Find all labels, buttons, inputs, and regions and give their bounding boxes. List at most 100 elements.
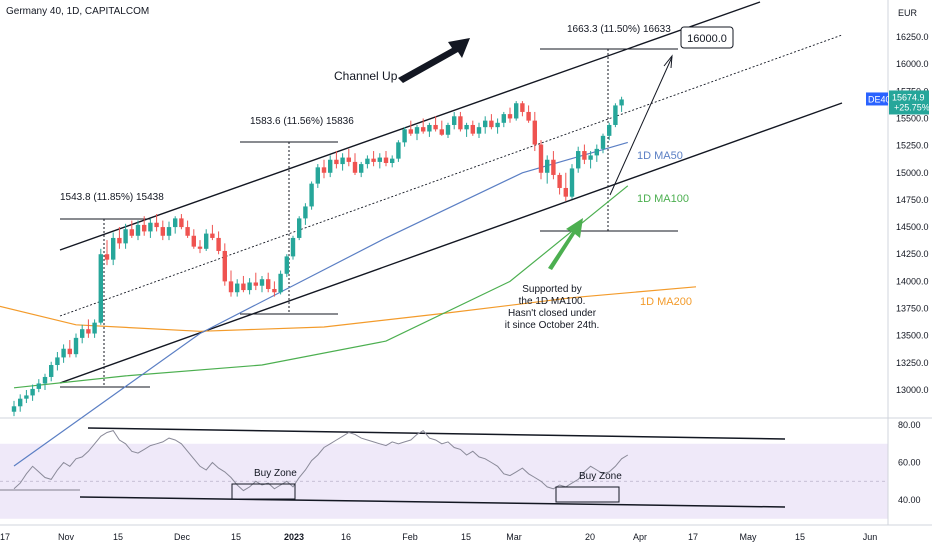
channel-mid <box>59 34 843 317</box>
candle-body <box>80 329 85 338</box>
candle-body <box>600 135 606 149</box>
price-tick-label: 13000.0 <box>896 385 929 395</box>
candle-body <box>433 124 438 130</box>
time-tick-label: Nov <box>58 532 75 542</box>
candle-body <box>117 237 122 244</box>
candle-body <box>247 282 252 291</box>
candle-body <box>452 116 457 125</box>
currency-label: EUR <box>898 8 918 18</box>
price-tick-label: 16250.0 <box>896 32 929 42</box>
candle-body <box>588 155 593 160</box>
price-tick-label: 15000.0 <box>896 168 929 178</box>
candle-body <box>49 365 54 377</box>
candle-body <box>414 127 420 134</box>
ma50-line <box>13 141 628 467</box>
price-badge-value: 15674.9 <box>892 92 925 102</box>
price-tick-label: 14250.0 <box>896 249 929 259</box>
ma100-label: 1D MA100 <box>637 193 689 205</box>
candle-body <box>123 229 128 244</box>
rsi-upper-trend <box>87 427 786 440</box>
candle-body <box>111 237 116 260</box>
candle-body <box>303 206 308 219</box>
candle-body <box>594 148 599 156</box>
candle-body <box>514 103 519 119</box>
candle-body <box>557 174 562 188</box>
candle-body <box>458 116 463 130</box>
candle-body <box>197 246 203 249</box>
symbol-badge-bg <box>866 92 888 106</box>
candle-body <box>222 250 227 282</box>
rsi-tick-label: 80.00 <box>898 420 921 430</box>
candle-body <box>104 254 110 260</box>
candle-body <box>619 99 624 106</box>
candle-body <box>67 348 72 355</box>
candle-body <box>210 233 215 238</box>
candle-body <box>315 167 320 184</box>
buy-zone-label: Buy Zone <box>579 471 622 482</box>
candle-body <box>24 395 29 399</box>
price-tick-label: 14750.0 <box>896 195 929 205</box>
drawing-tools <box>0 1 843 508</box>
candle-body <box>340 157 345 165</box>
time-tick-label: 16 <box>341 532 351 542</box>
candle-body <box>36 383 41 389</box>
candle-body <box>321 167 327 173</box>
price-tick-label: 13250.0 <box>896 358 929 368</box>
candle-body <box>278 273 283 293</box>
chart-title: Germany 40, 1D, CAPITALCOM <box>6 6 150 17</box>
candle-body <box>396 142 401 159</box>
target-label: 16000.0 <box>687 33 727 45</box>
candle-body <box>173 218 178 228</box>
annotations: 1543.8 (11.85%) 15438 1583.6 (11.56%) 158… <box>60 24 734 503</box>
candle-body <box>154 222 159 228</box>
candle-body <box>11 406 17 412</box>
candle-body <box>191 235 196 247</box>
candle-body <box>328 159 333 173</box>
candle-body <box>501 114 506 123</box>
candle-body <box>421 127 426 132</box>
candle-body <box>538 144 544 173</box>
price-tick-label: 14000.0 <box>896 276 929 286</box>
candle-body <box>297 218 302 238</box>
rsi-line <box>13 429 629 492</box>
candle-body <box>464 124 469 130</box>
time-tick-label: 15 <box>231 532 241 542</box>
ma100-line <box>13 185 629 389</box>
candle-body <box>148 222 153 232</box>
candle-body <box>545 159 550 173</box>
candle-body <box>30 388 35 396</box>
ma200-line <box>0 286 697 332</box>
candle-body <box>483 120 488 128</box>
candle-body <box>179 218 184 228</box>
channel-label: Channel Up <box>334 69 398 83</box>
candle-body <box>470 124 475 134</box>
candle-body <box>142 224 147 232</box>
candle-body <box>563 187 568 197</box>
time-tick-label: May <box>739 532 757 542</box>
buy-zone-box <box>555 486 620 503</box>
candle-body <box>92 322 97 334</box>
measure1-label: 1543.8 (11.85%) 15438 <box>60 192 164 203</box>
time-axis: 17 Nov 15 Dec 15 2023 16 Feb 15 Mar 20 Apr 17 May 15 Ju… <box>0 524 932 542</box>
candle-body <box>576 151 581 169</box>
candle-body <box>253 282 258 286</box>
candle-body <box>526 111 531 121</box>
candle-body <box>160 227 165 236</box>
rsi-band <box>0 417 932 519</box>
candle-body <box>98 254 103 323</box>
price-tick-label: 15250.0 <box>896 141 929 151</box>
candle-body <box>216 237 221 251</box>
candle-body <box>185 227 190 236</box>
candle-body <box>551 159 556 175</box>
candle-body <box>73 337 79 355</box>
measure2-label: 1583.6 (11.56%) 15836 <box>250 116 354 127</box>
channel-arrow-icon <box>398 38 470 83</box>
moving-averages <box>0 141 697 467</box>
buy-zone-box <box>231 483 296 500</box>
time-tick-label: 17 <box>688 532 698 542</box>
price-tick-label: 15500.0 <box>896 113 929 123</box>
candle-body <box>532 120 537 145</box>
target-line <box>609 56 673 196</box>
candle-body <box>42 376 48 384</box>
price-badge-bg <box>889 90 929 115</box>
